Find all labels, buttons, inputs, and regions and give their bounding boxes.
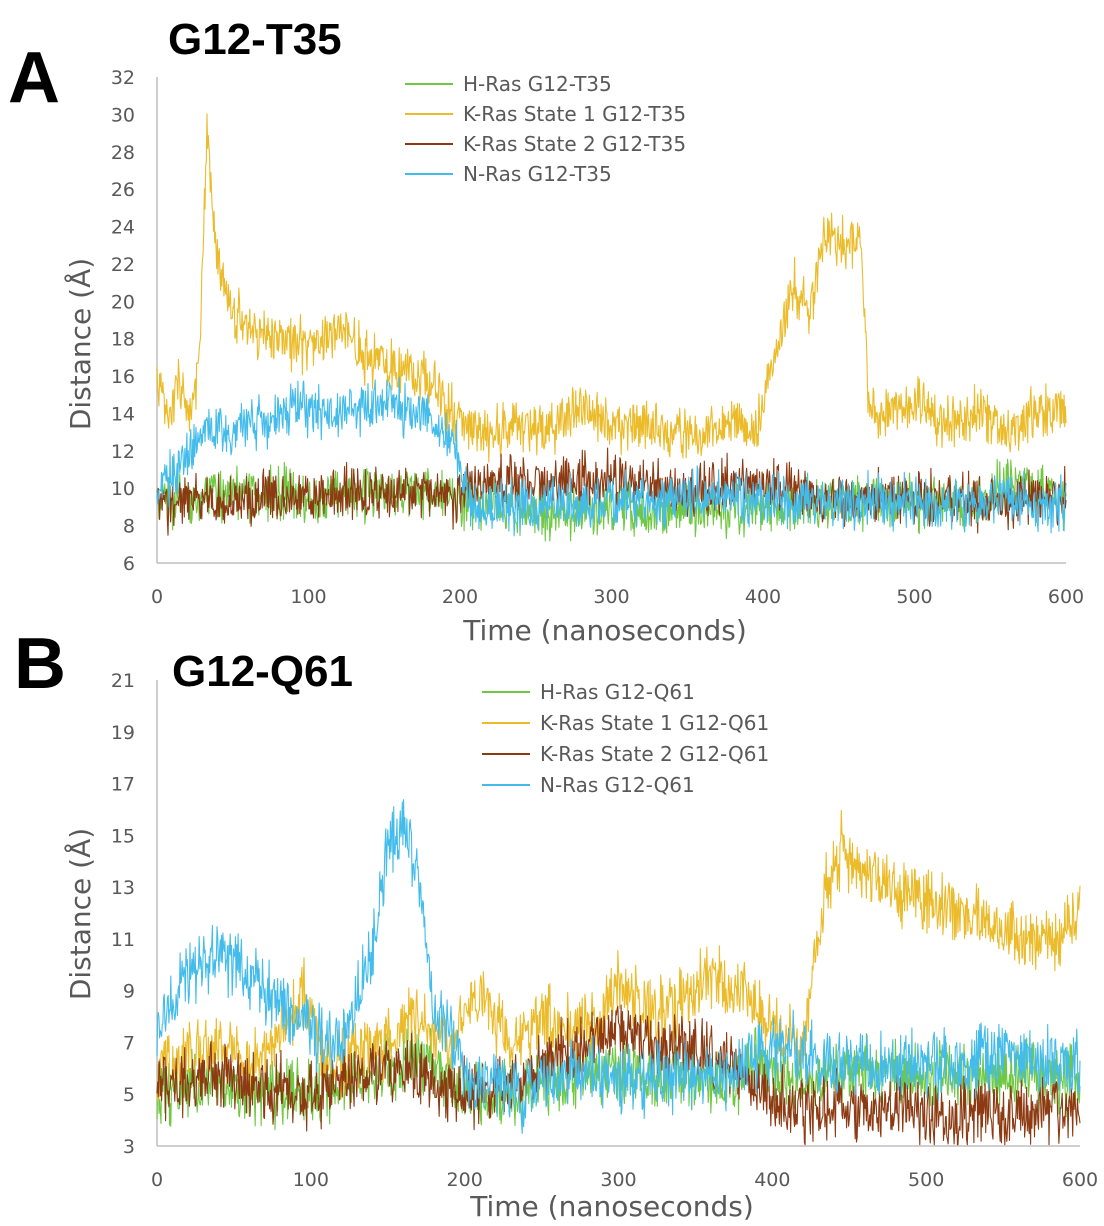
legend-label-h-ras-g12-t35: H-Ras G12-T35 (463, 72, 612, 96)
y-tick-label: 14 (111, 403, 135, 425)
y-tick-label: 17 (111, 774, 135, 796)
y-axis-label-b: Distance (Å) (63, 828, 97, 1000)
y-tick-label: 5 (123, 1084, 135, 1106)
x-tick-label: 100 (293, 1169, 329, 1191)
y-tick-label: 16 (111, 366, 135, 388)
panel-a: A G12-T35 6 8 10 12 14 16 18 20 22 24 26 28 30 32 0 100… (8, 15, 1084, 647)
x-axis-label-b: Time (nanoseconds) (469, 1190, 754, 1223)
panel-title-a: G12-T35 (168, 15, 342, 64)
plot-area-a (156, 77, 1066, 564)
tick-labels-a: 6 8 10 12 14 16 18 20 22 24 26 28 30 32 0 100 200 300 400 5… (111, 67, 1084, 608)
x-tick-label: 400 (745, 586, 781, 608)
y-tick-label: 8 (123, 516, 135, 538)
x-tick-label: 500 (896, 586, 932, 608)
x-tick-label: 300 (600, 1169, 636, 1191)
x-tick-label: 300 (593, 586, 629, 608)
y-axis-label-a: Distance (Å) (63, 258, 97, 430)
panel-letter-b: B (14, 624, 66, 704)
legend-b: H-Ras G12-Q61 K-Ras State 1 G12-Q61 K-Ras … (482, 680, 769, 797)
y-tick-label: 28 (111, 142, 135, 164)
panel-b: B G12-Q61 3 5 7 9 11 13 15 17 19 21 0 100 200 300 400 5… (14, 624, 1098, 1223)
x-tick-label: 0 (151, 1169, 163, 1191)
y-tick-label: 6 (123, 553, 135, 575)
x-tick-label: 500 (908, 1169, 944, 1191)
x-tick-label: 400 (754, 1169, 790, 1191)
y-tick-label: 20 (111, 291, 135, 313)
y-tick-label: 22 (111, 254, 135, 276)
series-lines-b (156, 799, 1081, 1146)
legend-label-k-ras-state-1-g12-t35: K-Ras State 1 G12-T35 (463, 102, 686, 126)
plot-area-b (156, 680, 1080, 1147)
y-tick-label: 11 (111, 929, 135, 951)
series-line-k-ras-state-1-g12-t35 (156, 113, 1067, 463)
legend-label-n-ras-g12-t35: N-Ras G12-T35 (463, 162, 612, 186)
legend-a: H-Ras G12-T35 K-Ras State 1 G12-T35 K-Ras … (405, 72, 686, 186)
series-lines-a (156, 113, 1067, 542)
series-line-n-ras-g12-t35 (156, 376, 1067, 537)
x-tick-label: 600 (1062, 1169, 1098, 1191)
y-tick-label: 3 (123, 1136, 135, 1158)
x-axis-label-a: Time (nanoseconds) (462, 614, 747, 647)
y-tick-label: 26 (111, 179, 135, 201)
series-line-k-ras-state-2-g12-t35 (156, 447, 1067, 536)
legend-label-n-ras-g12-q61: N-Ras G12-Q61 (540, 773, 695, 797)
legend-label-h-ras-g12-q61: H-Ras G12-Q61 (540, 680, 695, 704)
series-line-k-ras-state-1-g12-q61 (156, 809, 1081, 1107)
x-tick-label: 200 (442, 586, 478, 608)
panel-letter-a: A (8, 38, 60, 118)
y-tick-label: 19 (111, 722, 135, 744)
y-tick-label: 21 (111, 670, 135, 692)
panel-title-b: G12-Q61 (172, 647, 353, 696)
y-tick-label: 7 (123, 1032, 135, 1054)
tick-labels-b: 3 5 7 9 11 13 15 17 19 21 0 100 200 300 400 500 600 (111, 670, 1098, 1191)
x-tick-label: 200 (447, 1169, 483, 1191)
series-line-k-ras-state-2-g12-q61 (156, 1004, 1081, 1146)
legend-label-k-ras-state-2-g12-q61: K-Ras State 2 G12-Q61 (540, 742, 769, 766)
y-tick-label: 10 (111, 478, 135, 500)
legend-label-k-ras-state-1-g12-q61: K-Ras State 1 G12-Q61 (540, 711, 769, 735)
x-tick-label: 100 (290, 586, 326, 608)
y-tick-label: 30 (111, 104, 135, 126)
y-tick-label: 18 (111, 329, 135, 351)
x-tick-label: 0 (151, 586, 163, 608)
x-tick-label: 600 (1048, 586, 1084, 608)
y-tick-label: 9 (123, 981, 135, 1003)
y-tick-label: 32 (111, 67, 135, 89)
y-tick-label: 12 (111, 441, 135, 463)
legend-label-k-ras-state-2-g12-t35: K-Ras State 2 G12-T35 (463, 132, 686, 156)
y-tick-label: 15 (111, 825, 135, 847)
series-line-n-ras-g12-q61 (156, 799, 1081, 1134)
y-tick-label: 13 (111, 877, 135, 899)
y-tick-label: 24 (111, 217, 135, 239)
